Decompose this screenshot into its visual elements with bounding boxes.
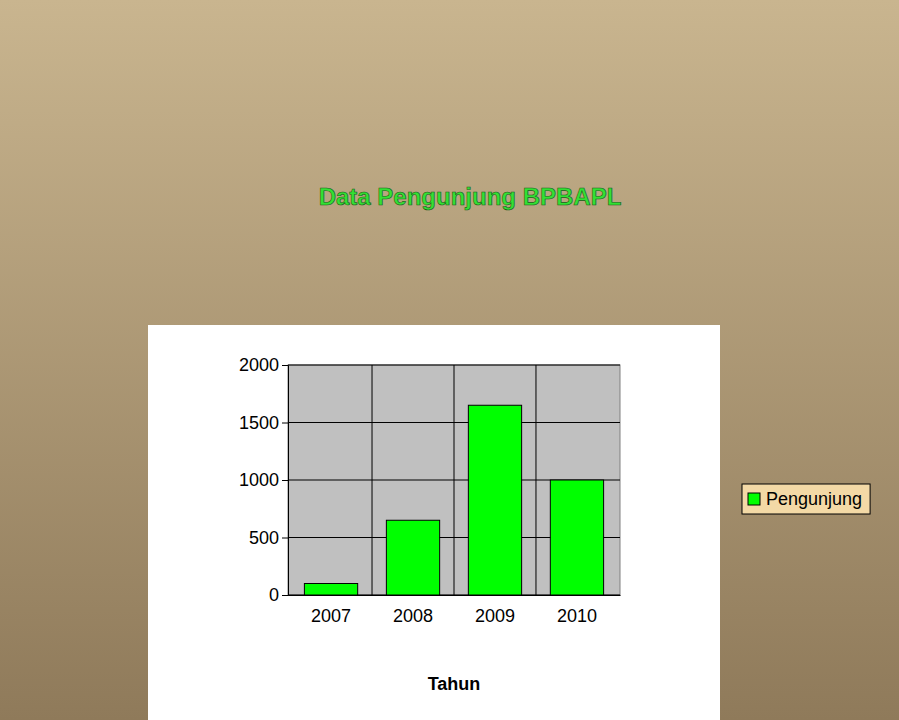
x-tick-label: 2008 [393, 606, 433, 626]
chart-svg: 0 500 1000 1500 2000 2007 2008 2009 2010 Tahun Dat… [0, 0, 899, 720]
x-tick: 2009 [475, 595, 515, 626]
grid-line-vertical [454, 365, 455, 595]
grid-line-vertical [535, 365, 536, 595]
plot-area [288, 365, 620, 595]
x-axis: 2007 2008 2009 2010 [289, 595, 621, 626]
background [0, 0, 899, 720]
bar [386, 520, 439, 595]
y-tick-mark [282, 480, 288, 481]
legend: Pengunjung [742, 484, 870, 514]
legend-label: Pengunjung [766, 489, 862, 509]
chart-container: 0 500 1000 1500 2000 2007 2008 2009 2010 Tahun Dat… [0, 0, 899, 720]
bar [550, 480, 603, 595]
x-tick-label: 2009 [475, 606, 515, 626]
x-tick: 2007 [311, 595, 351, 626]
x-tick-label: 2010 [557, 606, 597, 626]
y-axis: 0 500 1000 1500 2000 [239, 355, 289, 605]
y-tick-label: 1500 [239, 413, 279, 433]
y-axis-line [282, 366, 289, 596]
chart-title: Data Pengunjung BPBAPL [319, 183, 622, 210]
y-tick-mark [282, 595, 288, 596]
y-tick-mark [282, 423, 288, 424]
y-tick: 0 [269, 585, 288, 605]
bar [468, 405, 521, 595]
y-tick-label: 2000 [239, 355, 279, 375]
y-tick-label: 500 [249, 528, 279, 548]
y-tick-mark [282, 365, 288, 366]
y-tick: 500 [249, 528, 288, 548]
y-tick-mark [282, 538, 288, 539]
chart-panel [148, 325, 720, 720]
y-tick: 1500 [239, 413, 288, 433]
x-tick: 2008 [393, 595, 433, 626]
x-tick-label: 2007 [311, 606, 351, 626]
y-tick: 1000 [239, 470, 288, 490]
bars [304, 405, 603, 595]
x-axis-title: Tahun [428, 674, 481, 694]
y-tick-label: 0 [269, 585, 279, 605]
y-tick: 2000 [239, 355, 288, 375]
y-tick-label: 1000 [239, 470, 279, 490]
x-tick: 2010 [557, 595, 597, 626]
bar [304, 584, 357, 596]
legend-box [742, 484, 870, 514]
grid [288, 365, 620, 595]
legend-swatch [748, 493, 760, 505]
x-axis-line [289, 595, 621, 596]
grid-line-vertical [372, 365, 373, 595]
